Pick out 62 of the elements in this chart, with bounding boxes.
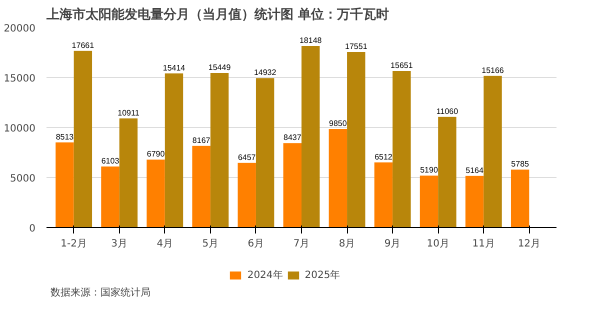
legend-label: 2025年 bbox=[304, 269, 340, 282]
source-note: 数据来源：国家统计局 bbox=[50, 286, 150, 298]
data-label: 15166 bbox=[482, 66, 504, 75]
data-label: 6790 bbox=[146, 150, 166, 159]
data-label: 17551 bbox=[345, 42, 368, 51]
bar bbox=[420, 176, 438, 228]
y-tick-label: 15000 bbox=[4, 74, 36, 84]
bar bbox=[392, 70, 411, 228]
x-tick-label: 7月 bbox=[293, 238, 310, 250]
data-label: 5785 bbox=[511, 160, 530, 169]
y-tick-label: 10000 bbox=[4, 124, 36, 134]
data-label: 14932 bbox=[254, 68, 277, 78]
legend-label: 2024年 bbox=[247, 269, 283, 282]
bar bbox=[164, 73, 184, 228]
data-label: 10911 bbox=[118, 108, 140, 118]
data-label: 9850 bbox=[329, 119, 348, 128]
data-label: 5164 bbox=[466, 166, 484, 175]
data-label: 8513 bbox=[56, 132, 74, 142]
bar bbox=[210, 73, 229, 228]
bar bbox=[438, 116, 456, 228]
bar bbox=[119, 118, 138, 228]
bar bbox=[101, 166, 120, 228]
bar bbox=[347, 52, 366, 228]
x-tick-label: 4月 bbox=[156, 238, 174, 250]
x-tick-label: 6月 bbox=[248, 238, 264, 250]
bar bbox=[302, 46, 320, 228]
x-tick-label: 8月 bbox=[338, 238, 356, 250]
bar bbox=[283, 143, 302, 228]
y-tick-label: 5000 bbox=[10, 174, 36, 184]
bar bbox=[56, 142, 74, 228]
bar bbox=[484, 76, 502, 228]
data-label: 18148 bbox=[299, 36, 322, 46]
bar bbox=[74, 50, 92, 228]
data-label: 8167 bbox=[192, 136, 211, 145]
x-tick-label: 12月 bbox=[518, 238, 541, 250]
x-tick-label: 3月 bbox=[111, 238, 128, 250]
data-label: 11060 bbox=[436, 106, 459, 116]
x-tick-label: 5月 bbox=[202, 238, 219, 250]
data-label: 15449 bbox=[208, 63, 232, 72]
data-label: 15414 bbox=[162, 63, 186, 72]
bar bbox=[465, 176, 484, 228]
bar bbox=[238, 162, 256, 228]
data-label: 8437 bbox=[283, 133, 302, 142]
x-tick-label: 11月 bbox=[472, 238, 496, 250]
y-tick-label: 0 bbox=[29, 224, 36, 234]
bar bbox=[146, 160, 165, 228]
data-label: 6512 bbox=[374, 152, 393, 162]
bar bbox=[256, 78, 274, 228]
x-tick-label: 10月 bbox=[426, 238, 450, 250]
x-tick-label: 1-2月 bbox=[60, 238, 87, 250]
x-tick-label: 9月 bbox=[384, 238, 401, 250]
bar bbox=[510, 170, 530, 228]
data-label: 5190 bbox=[420, 166, 438, 175]
y-tick-label: 20000 bbox=[4, 24, 36, 34]
data-label: 15651 bbox=[390, 60, 414, 70]
data-label: 17661 bbox=[72, 40, 95, 50]
bar bbox=[328, 129, 348, 228]
data-label: 6457 bbox=[238, 152, 256, 162]
chart-title: 上海市太阳能发电量分月（当月值）统计图 单位：万千瓦时 bbox=[46, 6, 390, 22]
bar bbox=[192, 146, 210, 228]
bar bbox=[374, 162, 393, 228]
data-label: 6103 bbox=[101, 156, 120, 166]
